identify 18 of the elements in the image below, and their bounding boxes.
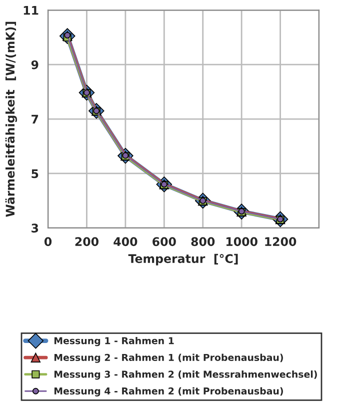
- y-tick-label: 9: [31, 60, 38, 70]
- x-tick-label: 600: [152, 237, 176, 246]
- x-tick-label: 1000: [226, 237, 258, 246]
- x-tick-label: 0: [44, 237, 52, 246]
- x-tick-label: 800: [191, 237, 215, 246]
- legend-label: Messung 1 - Rahmen 1: [54, 336, 174, 346]
- x-axis-title: Temperatur [°C]: [128, 254, 238, 266]
- y-tick-label: 11: [24, 6, 38, 15]
- legend-label: Messung 2 - Rahmen 1 (mit Probenausbau): [54, 354, 283, 363]
- legend-label: Messung 3 - Rahmen 2 (mit Messrahmenwechsel): [54, 370, 317, 380]
- y-tick-label: 3: [32, 224, 38, 233]
- legend-label: Messung 4 - Rahmen 2 (mit Probenausbau): [54, 387, 283, 396]
- y-tick-label: 5: [32, 169, 38, 178]
- x-tick-label: 200: [75, 237, 98, 246]
- y-axis-title: Wärmeleitfähigkeit [W/(mK)]: [5, 22, 18, 217]
- x-tick-label: 1200: [265, 237, 296, 246]
- y-tick-label: 7: [32, 114, 38, 124]
- x-tick-label: 400: [114, 237, 138, 246]
